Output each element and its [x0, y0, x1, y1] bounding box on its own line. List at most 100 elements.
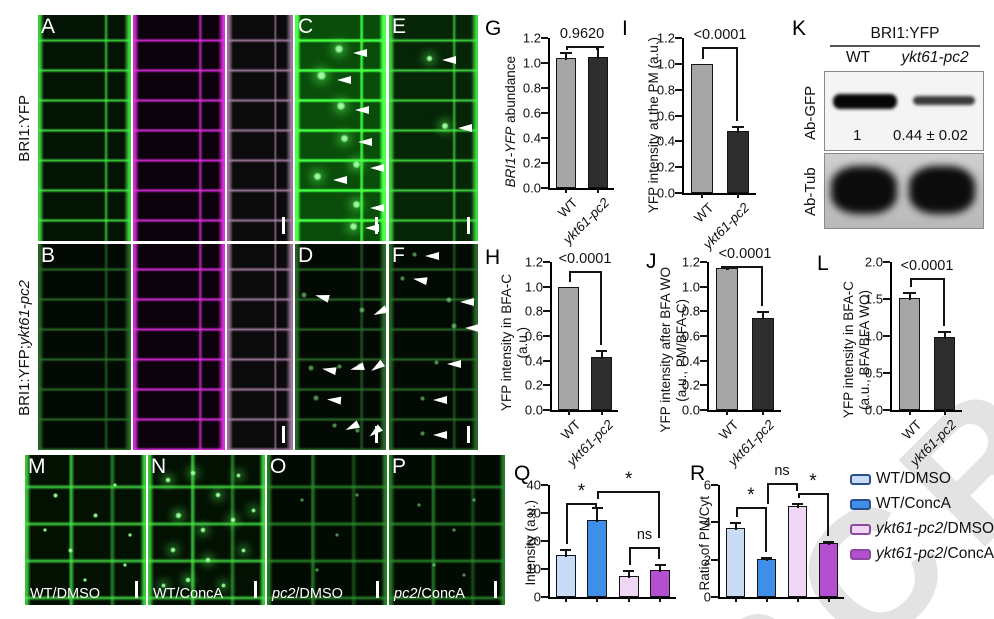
cells-texture [133, 244, 225, 450]
h-bar-0 [558, 286, 579, 410]
cells-texture [38, 15, 131, 241]
fluorescent-punctum [355, 493, 359, 497]
g-bar-1 [588, 56, 608, 188]
j-ytick-label: 0.8 [681, 303, 700, 319]
g-ytick-mark [541, 87, 548, 89]
fluorescent-punctum [43, 528, 47, 532]
text-part: ykt61-pc2 [901, 49, 969, 66]
fluorescent-punctum [67, 547, 73, 553]
j-ytick-label: 0.0 [681, 402, 700, 418]
chart-J-plot: 0.0 0.2 0.4 0.6 0.8 1.0 1.2 WT ykt61-pc2 <0.0001 [682, 246, 781, 469]
g-errbar-0 [565, 51, 567, 60]
r-bracket-drop [795, 483, 798, 491]
text-part: YFP intensity in BFA-C [498, 274, 514, 412]
i-ytick-label: 0.8 [656, 82, 675, 98]
l-errcap-1 [938, 330, 951, 333]
l-ytick-mark [883, 409, 890, 411]
h-ytick-label: 0.0 [524, 402, 543, 418]
g-bracket-drop [596, 45, 598, 50]
legend-item-0: WT/DMSO [850, 470, 994, 488]
text-part: BRI1:YFP [15, 94, 33, 162]
fluorescent-punctum [446, 297, 452, 303]
g-ytick-mark [541, 112, 548, 114]
q-ytick-mark [541, 484, 548, 486]
blot-gfp-box: 1 0.44 ± 0.02 [824, 71, 984, 151]
panel-label-F: F [392, 244, 405, 267]
i-bar-1 [726, 131, 750, 193]
y-axis-label-line: YFP intensity in BFA-C [499, 274, 514, 411]
g-xlabel-0: WT [555, 195, 580, 220]
r-bar-1 [756, 558, 777, 597]
q-bracket-drop [565, 503, 568, 545]
fluorescent-punctum [174, 511, 182, 519]
fluorescent-punctum [240, 547, 246, 553]
fluorescent-punctum [313, 395, 319, 401]
blot-lane-ykt61-pc2: ykt61-pc2 [895, 49, 975, 67]
cells-texture [389, 244, 478, 450]
legend-swatch [850, 548, 871, 560]
fluorescent-punctum [312, 171, 322, 181]
j-errbar-1 [762, 311, 764, 320]
fluorescent-punctum [220, 582, 226, 588]
legend-label: WT/DMSO [876, 470, 951, 488]
q-xtick-mark [659, 597, 662, 602]
fluorescent-punctum [315, 69, 327, 81]
legend-swatch [850, 523, 871, 535]
y-axis-label-line: Ratio of PM/Cyt [697, 496, 712, 591]
text-part: WT/ConcA [153, 586, 224, 602]
r-bracket-label: * [747, 485, 755, 507]
fluorescent-punctum [205, 557, 211, 563]
h-ytick-label: 0.2 [524, 377, 543, 393]
q-bracket-1 [597, 490, 661, 493]
legend-label: ykt61-pc2/DMSO [876, 520, 994, 538]
j-bracket-0 [727, 265, 763, 268]
panel-label-G: G [485, 17, 502, 40]
r-ytick-label: 0 [703, 589, 711, 605]
text-part: WT [845, 49, 871, 66]
micrograph-A-merge [227, 15, 293, 241]
y-axis-label-line: YFP intensity in BFA-C [841, 281, 856, 418]
y-axis-label-line: YFP intensity after BFA WO [658, 267, 673, 433]
j-ytick-mark [700, 310, 707, 313]
blot-quant-wt: 1 [853, 127, 862, 144]
panel-label-D: D [298, 244, 314, 267]
caption-wt-dmso: WT/DMSO [30, 586, 100, 602]
panel-label-L: L [817, 252, 829, 275]
chart-L-plot: 0.0 0.5 1.0 1.5 2.0 WT ykt61-pc2 <0.0001 [865, 255, 962, 469]
h-ytick-label: 0.6 [524, 328, 543, 344]
q-xtick-mark [627, 597, 630, 602]
arrowhead-marker [353, 49, 367, 57]
i-bar-0 [690, 63, 714, 193]
q-bracket-drop [658, 490, 661, 539]
r-xtick-mark [734, 597, 737, 602]
fluorescent-punctum [441, 122, 449, 130]
scale-bar [135, 581, 138, 598]
micrograph-D-bfa: D [295, 244, 386, 450]
fluorescent-punctum [419, 430, 425, 436]
q-bracket-drop [628, 546, 631, 566]
fluorescent-punctum [123, 563, 127, 567]
micrograph-P-pc2-conca: P pc2/ConcA [389, 455, 505, 605]
r-bracket-drop [766, 483, 769, 504]
l-errcap-0 [903, 291, 916, 294]
l-xtick-mark [943, 410, 946, 415]
panel-label-J: J [646, 250, 657, 273]
fluorescent-punctum [452, 528, 456, 532]
h-ytick-mark [543, 335, 550, 337]
caption-pc2-dmso: pc2/DMSO [272, 586, 343, 602]
fluorescent-punctum [425, 54, 433, 62]
fluorescent-punctum [113, 483, 117, 487]
panel-label-B: B [41, 244, 56, 267]
blot-lane-wt: WT [838, 49, 878, 67]
cells-texture [267, 455, 387, 605]
g-ytick-mark [541, 37, 548, 39]
g-ytick-label: 0.8 [522, 80, 541, 96]
q-errcap-1 [591, 507, 603, 510]
cells-texture [389, 455, 505, 605]
l-ytick-label: 0.0 [864, 402, 883, 418]
j-bar-0 [715, 268, 739, 410]
h-bracket-0 [568, 270, 602, 273]
fluorescent-punctum [433, 359, 439, 365]
q-xtick-mark [596, 597, 599, 602]
g-ytick-label: 0.4 [522, 130, 541, 146]
